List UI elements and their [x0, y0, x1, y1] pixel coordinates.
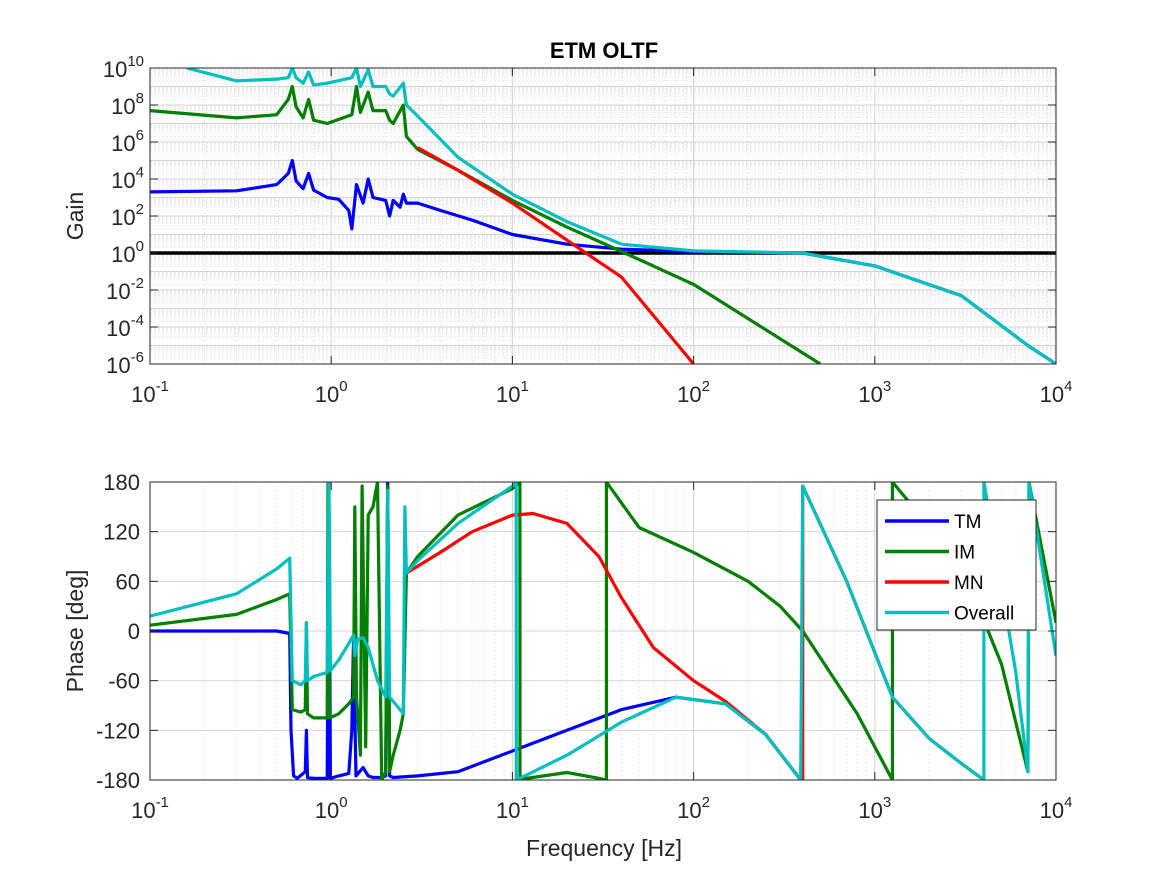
phase-series-overall	[150, 482, 1056, 780]
phase-y-tick-label: -60	[108, 669, 140, 694]
phase-axes: Frequency [Hz] Phase [deg] 10-1 100 101 102…	[62, 470, 1072, 861]
gain-y-tick-label: 104	[111, 164, 144, 193]
legend: TM IM MN Overall	[876, 499, 1037, 631]
gain-x-tick-label: 104	[1040, 378, 1073, 407]
gain-y-tick-label: 106	[111, 127, 144, 156]
phase-y-tick-label: 60	[116, 569, 140, 594]
gain-y-tick-label: 10-6	[106, 349, 144, 378]
gain-y-tick-label: 108	[111, 90, 144, 119]
gain-x-tick-label: 101	[496, 378, 529, 407]
legend-label-overall: Overall	[954, 604, 1014, 625]
phase-x-tick-label: 100	[315, 794, 348, 823]
phase-y-axis-label: Phase [deg]	[62, 570, 88, 693]
gain-x-tick-label: 100	[315, 378, 348, 407]
legend-label-mn: MN	[954, 573, 984, 594]
gain-y-tick-label: 10-4	[106, 312, 144, 341]
phase-y-tick-label: 120	[103, 520, 140, 545]
gain-x-tick-label: 10-1	[131, 378, 169, 407]
gain-plot-title: ETM OLTF	[550, 38, 658, 63]
gain-y-tick-label: 10-2	[106, 275, 144, 304]
phase-x-tick-label: 103	[858, 794, 891, 823]
gain-y-tick-label: 1010	[103, 53, 144, 82]
phase-x-tick-label: 104	[1040, 794, 1073, 823]
gain-y-tick-label: 102	[111, 201, 144, 230]
legend-label-tm: TM	[954, 512, 981, 533]
phase-series-tm	[150, 482, 802, 780]
gain-series-mn	[416, 146, 695, 364]
gain-series-overall	[186, 68, 1056, 364]
gain-x-tick-label: 102	[677, 378, 710, 407]
gain-y-tick-label: 100	[111, 238, 144, 267]
phase-x-axis-label: Frequency [Hz]	[526, 835, 682, 861]
gain-axes: ETM OLTF Gain 10-1 100 101 102 103 104 10-6 10-…	[62, 38, 1072, 407]
phase-x-tick-label: 10-1	[131, 794, 169, 823]
gain-series-tm	[150, 158, 1056, 364]
phase-y-tick-label: -120	[96, 718, 140, 743]
phase-y-tick-label: -180	[96, 768, 140, 793]
phase-y-tick-label: 180	[103, 470, 140, 495]
phase-x-tick-label: 101	[496, 794, 529, 823]
phase-x-tick-label: 102	[677, 794, 710, 823]
legend-label-im: IM	[954, 543, 975, 564]
phase-series-im	[150, 482, 1056, 780]
gain-y-axis-label: Gain	[62, 192, 88, 241]
phase-y-tick-label: 0	[128, 619, 140, 644]
gain-x-tick-label: 103	[858, 378, 891, 407]
